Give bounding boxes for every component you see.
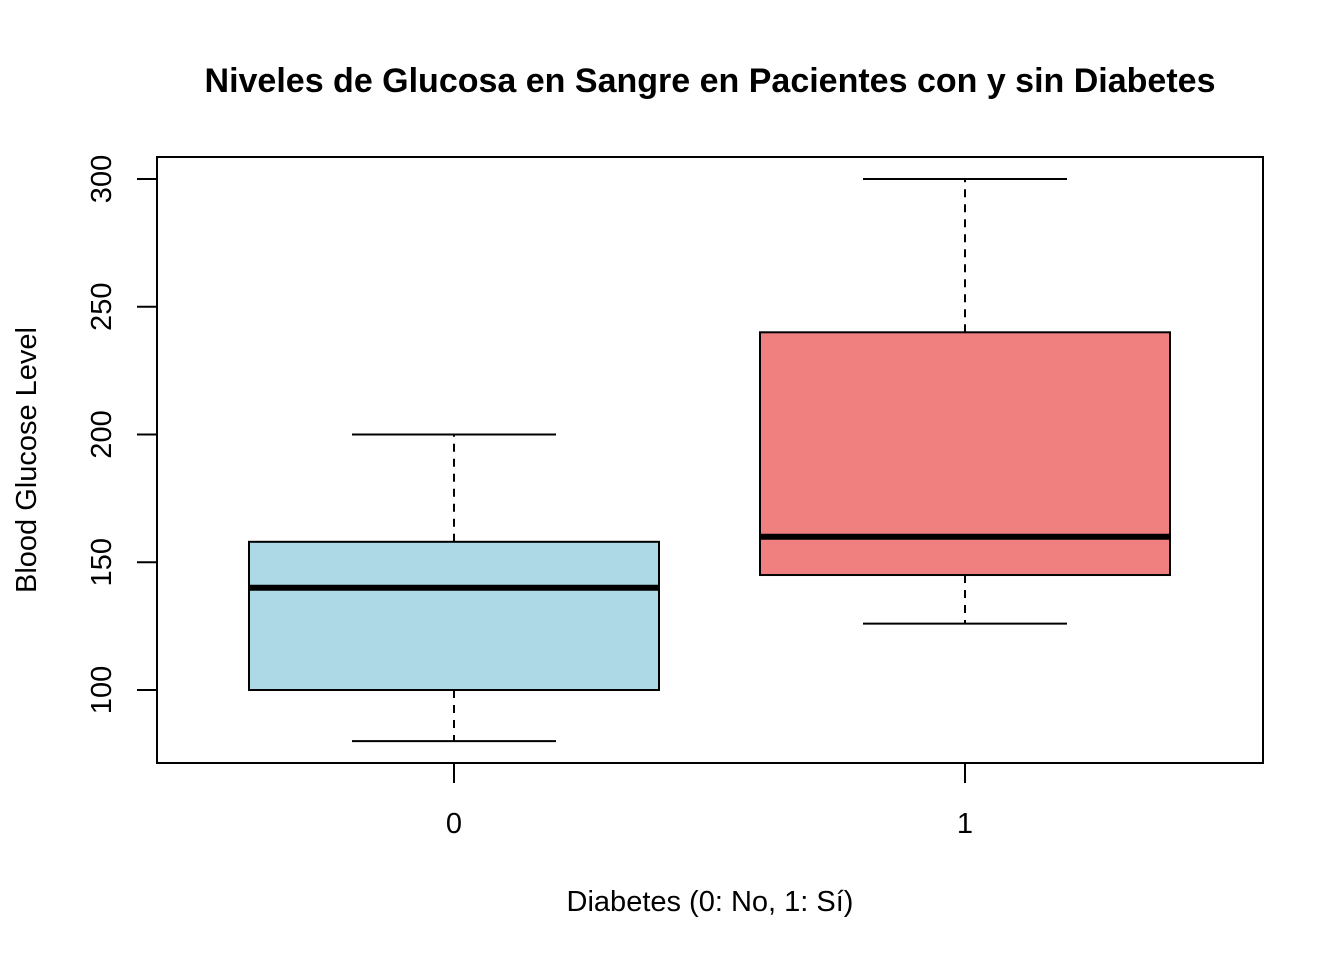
box-body bbox=[248, 540, 660, 691]
y-tick-label: 150 bbox=[86, 538, 118, 586]
box-group-1 bbox=[759, 178, 1171, 625]
y-axis-label: Blood Glucose Level bbox=[11, 327, 43, 593]
box-group-0 bbox=[248, 433, 660, 743]
y-tick-label: 300 bbox=[86, 155, 118, 203]
y-tick-label: 250 bbox=[86, 283, 118, 331]
y-axis: 100 150 200 250 300 bbox=[86, 155, 158, 714]
x-axis-label: Diabetes (0: No, 1: Sí) bbox=[567, 886, 854, 918]
chart-title: Niveles de Glucosa en Sangre en Paciente… bbox=[205, 62, 1216, 100]
y-tick-label: 100 bbox=[86, 666, 118, 714]
x-tick-label: 1 bbox=[957, 808, 973, 840]
x-tick-label: 0 bbox=[446, 808, 462, 840]
boxes-layer bbox=[248, 178, 1171, 743]
y-tick-label: 200 bbox=[86, 410, 118, 458]
